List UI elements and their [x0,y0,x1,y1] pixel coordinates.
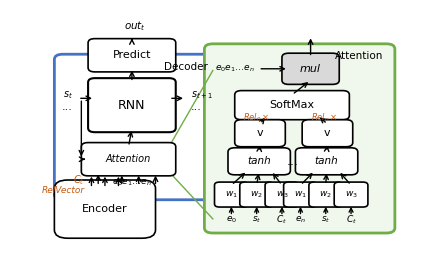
Text: Attention: Attention [105,154,151,164]
Text: $s_t$: $s_t$ [320,214,330,225]
FancyBboxPatch shape [283,182,316,207]
FancyBboxPatch shape [308,182,342,207]
Text: $Rel_0\times$: $Rel_0\times$ [243,112,270,124]
Text: $s_{t+1}$: $s_{t+1}$ [191,89,212,101]
Text: tanh: tanh [247,156,270,166]
Text: ...: ... [286,155,298,168]
Text: $w_3$: $w_3$ [275,189,288,200]
Text: $w_1$: $w_1$ [293,189,306,200]
FancyBboxPatch shape [204,44,394,233]
Text: $e_0$: $e_0$ [225,214,237,225]
Text: $e_n$: $e_n$ [294,214,306,225]
Text: $Rel_n\times$: $Rel_n\times$ [310,112,337,124]
FancyBboxPatch shape [54,180,155,238]
FancyBboxPatch shape [333,182,367,207]
FancyBboxPatch shape [234,91,349,120]
Text: ...: ... [191,102,201,112]
Text: v: v [323,128,330,138]
Text: Predict: Predict [112,50,151,60]
Text: $out_t$: $out_t$ [124,19,146,33]
Text: v: v [256,128,263,138]
Text: mul: mul [299,64,320,74]
Text: $w_2$: $w_2$ [250,189,263,200]
Text: $C_t$: $C_t$ [345,213,356,226]
Text: $w_2$: $w_2$ [319,189,332,200]
Text: RNN: RNN [118,99,145,112]
FancyBboxPatch shape [239,182,273,207]
Text: $s_t$: $s_t$ [251,214,261,225]
FancyBboxPatch shape [295,148,357,175]
Text: $e_0 e_1 \ldots e_n$: $e_0 e_1 \ldots e_n$ [112,178,151,188]
Text: $w_1$: $w_1$ [224,189,237,200]
Text: SoftMax: SoftMax [269,100,314,110]
FancyBboxPatch shape [264,182,298,207]
FancyBboxPatch shape [214,182,248,207]
Text: Attention: Attention [334,51,382,61]
FancyBboxPatch shape [88,78,175,132]
Text: RelVector: RelVector [42,186,85,195]
FancyBboxPatch shape [234,120,285,147]
Text: $e_0 e_1 \ldots e_n$: $e_0 e_1 \ldots e_n$ [215,63,254,74]
FancyBboxPatch shape [88,39,175,72]
FancyBboxPatch shape [227,148,290,175]
Text: $s_t$: $s_t$ [63,89,73,101]
Text: tanh: tanh [314,156,338,166]
Text: Decoder: Decoder [164,62,207,72]
Text: Encoder: Encoder [82,204,128,214]
Text: $C_t$: $C_t$ [73,173,85,187]
Text: $w_3$: $w_3$ [344,189,357,200]
FancyBboxPatch shape [81,143,175,176]
FancyBboxPatch shape [302,120,352,147]
Text: $C_t$: $C_t$ [276,213,287,226]
Text: ...: ... [62,102,73,112]
FancyBboxPatch shape [281,53,339,84]
